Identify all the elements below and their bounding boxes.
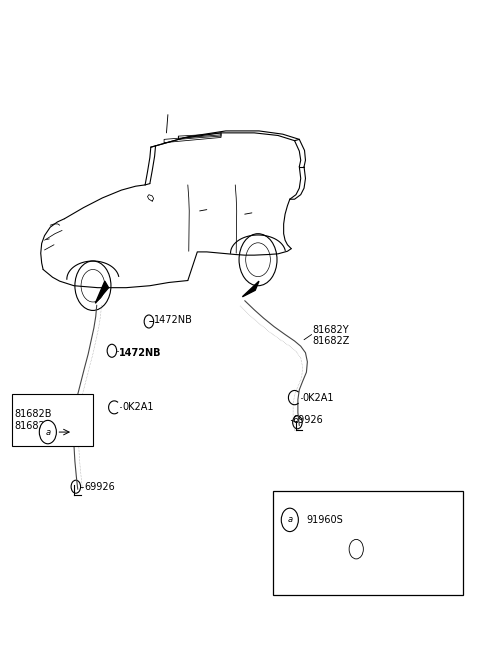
- Text: 91960S: 91960S: [306, 515, 343, 525]
- Circle shape: [71, 480, 81, 493]
- Text: 81682Z: 81682Z: [312, 336, 350, 346]
- Text: 81682B: 81682B: [14, 409, 52, 419]
- FancyBboxPatch shape: [273, 491, 463, 595]
- Circle shape: [293, 416, 302, 429]
- Circle shape: [81, 270, 105, 302]
- Text: 69926: 69926: [292, 415, 323, 425]
- Circle shape: [144, 315, 154, 328]
- Polygon shape: [242, 281, 259, 297]
- Text: 0K2A1: 0K2A1: [122, 402, 154, 413]
- Text: 81682Y: 81682Y: [312, 325, 349, 335]
- Text: 0K2A1: 0K2A1: [302, 392, 334, 403]
- Circle shape: [281, 508, 299, 531]
- Circle shape: [39, 420, 56, 443]
- Circle shape: [246, 243, 270, 277]
- Text: 1472NB: 1472NB: [154, 315, 192, 325]
- Text: 81682C: 81682C: [14, 420, 52, 430]
- FancyBboxPatch shape: [12, 394, 93, 446]
- Circle shape: [349, 539, 363, 559]
- Circle shape: [239, 234, 277, 286]
- Text: a: a: [287, 516, 292, 524]
- Text: 69926: 69926: [84, 482, 115, 493]
- Text: 1472NB: 1472NB: [119, 348, 161, 358]
- Circle shape: [107, 344, 117, 358]
- Circle shape: [75, 261, 111, 310]
- Polygon shape: [96, 281, 108, 303]
- Text: a: a: [45, 428, 50, 437]
